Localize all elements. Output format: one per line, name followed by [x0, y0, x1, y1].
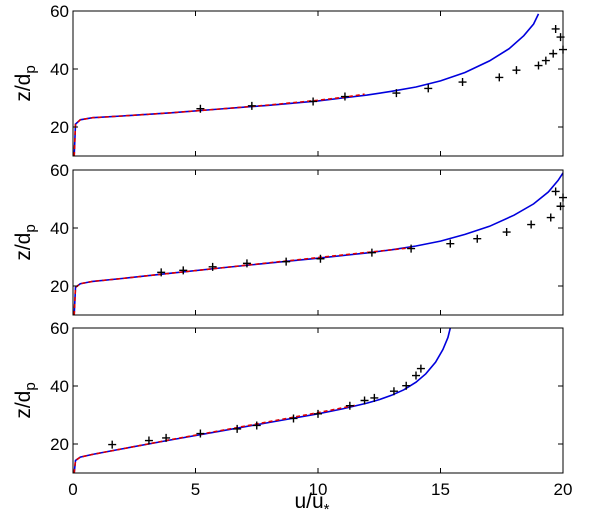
- data-point-marker: [389, 387, 398, 396]
- data-point-marker: [502, 228, 511, 237]
- x-tick-label: 5: [191, 480, 200, 499]
- x-tick-label: 10: [309, 480, 328, 499]
- data-point-marker: [407, 244, 416, 253]
- y-axis-label-text: z/d: [12, 391, 35, 419]
- y-tick-label: 40: [50, 60, 69, 79]
- data-point-marker: [144, 436, 153, 445]
- panel-top: 20 40 60 z/dp: [12, 2, 567, 157]
- data-point-marker: [282, 257, 291, 266]
- data-point-marker: [549, 49, 558, 58]
- y-tick-label: 20: [50, 435, 69, 454]
- data-point-marker: [546, 213, 555, 222]
- x-tick-label: 15: [431, 480, 450, 499]
- data-point-marker: [367, 248, 376, 257]
- data-point-marker: [473, 234, 482, 243]
- data-point-marker: [233, 424, 242, 433]
- x-axis-label-text: u/u: [294, 490, 323, 513]
- y-axis-label: z/dp: [12, 65, 39, 101]
- data-point-marker: [162, 433, 171, 442]
- data-point-marker: [416, 364, 425, 373]
- data-point-marker: [527, 220, 536, 229]
- data-point-marker: [541, 56, 550, 65]
- panel-middle: 20 40 60 z/dp: [12, 161, 567, 316]
- y-tick-label: 60: [50, 2, 69, 21]
- data-point-marker: [345, 401, 354, 410]
- data-point-marker: [392, 89, 401, 98]
- data-point-marker: [289, 414, 298, 423]
- data-point-marker: [196, 104, 205, 113]
- data-point-marker: [458, 78, 467, 87]
- x-tick-label: 20: [554, 480, 573, 499]
- data-point-marker: [247, 101, 256, 110]
- data-point-marker: [208, 262, 217, 271]
- data-point-marker: [108, 440, 117, 449]
- y-tick-label: 40: [50, 377, 69, 396]
- data-point-marker: [157, 268, 166, 277]
- y-axis-label: z/dp: [12, 382, 39, 418]
- data-point-marker: [196, 429, 205, 438]
- data-point-marker: [340, 92, 349, 101]
- y-tick-label: 20: [50, 277, 69, 296]
- axes-frame: [72, 169, 564, 316]
- series-dashed-line: [73, 404, 355, 474]
- axes-frame: [72, 10, 564, 157]
- y-axis-label-subscript: p: [22, 65, 39, 73]
- y-axis-label: z/dp: [12, 224, 39, 260]
- data-point-marker: [512, 66, 521, 75]
- data-point-marker: [179, 266, 188, 275]
- data-point-marker: [370, 393, 379, 402]
- y-tick-label: 40: [50, 219, 69, 238]
- x-axis-label: u/u*: [294, 490, 329, 518]
- data-point-marker: [309, 97, 318, 106]
- data-point-marker: [314, 409, 322, 418]
- series-solid-line: [73, 172, 564, 316]
- series-dashed-line: [73, 93, 365, 157]
- data-point-marker: [242, 259, 251, 268]
- data-point-marker: [551, 187, 560, 196]
- y-axis-label-text: z/d: [12, 233, 35, 261]
- data-point-marker: [446, 239, 455, 248]
- axes-frame: [72, 327, 564, 474]
- data-point-marker: [534, 61, 543, 70]
- data-point-marker: [412, 371, 420, 380]
- data-point-marker: [360, 396, 369, 405]
- panel-bottom: 0 5 10 15 20 20 40 60 z/dp u/u*: [12, 319, 572, 518]
- y-tick-label: 20: [50, 118, 69, 137]
- data-point-marker: [402, 381, 411, 390]
- data-point-marker: [316, 254, 325, 263]
- series-dashed-line: [73, 246, 412, 316]
- y-axis-label-subscript: p: [22, 382, 39, 390]
- y-tick-label: 60: [50, 319, 69, 338]
- data-point-marker: [551, 24, 560, 33]
- x-tick-label: 0: [68, 480, 77, 499]
- x-axis-label-subscript: *: [324, 501, 330, 518]
- series-solid-line: [73, 327, 452, 474]
- data-point-marker: [495, 73, 504, 82]
- y-tick-label: 60: [50, 161, 69, 180]
- data-point-marker: [424, 84, 433, 93]
- y-axis-label-subscript: p: [22, 224, 39, 232]
- data-point-marker: [252, 421, 261, 430]
- series-solid-line: [73, 13, 540, 157]
- y-axis-label-text: z/d: [12, 74, 35, 102]
